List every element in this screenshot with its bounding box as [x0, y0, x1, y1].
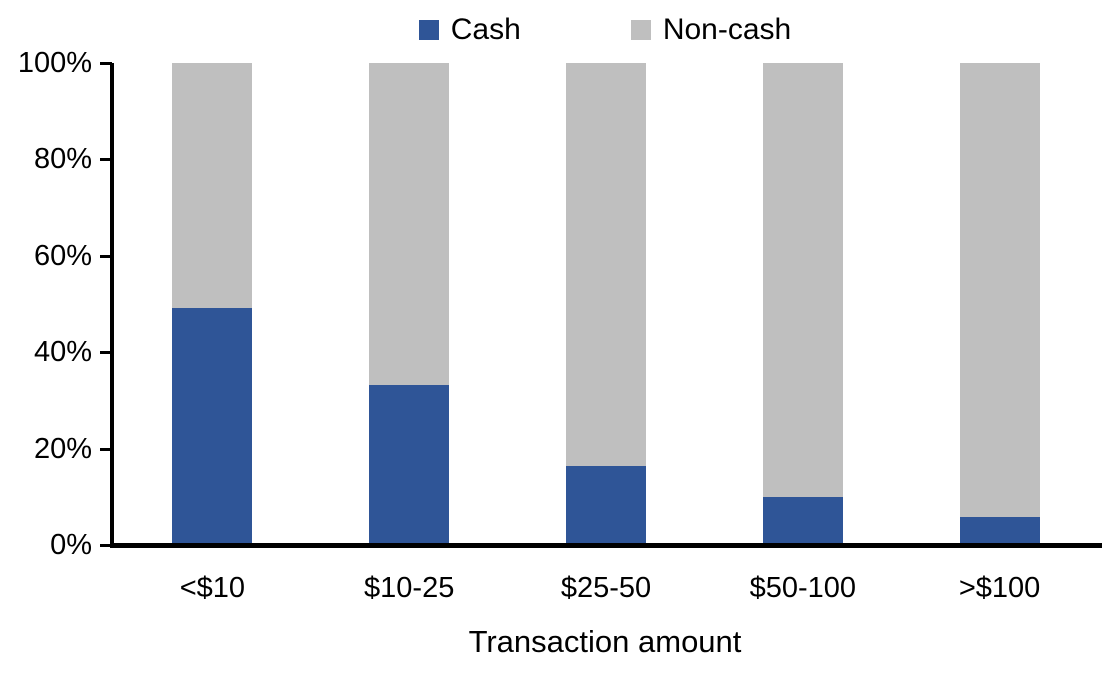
y-axis-tick-label: 80%	[33, 143, 92, 176]
y-axis-tick-mark	[100, 544, 112, 547]
bar-column-5	[901, 63, 1098, 543]
x-axis-line	[110, 543, 1102, 548]
bar-stack	[762, 63, 843, 543]
x-axis-category-label: $10-25	[364, 572, 455, 604]
y-axis-tick-label: 60%	[33, 239, 92, 272]
bar-stack	[565, 63, 646, 543]
bar-segment-cash	[369, 384, 450, 543]
x-axis-title: Transaction amount	[468, 624, 742, 659]
x-axis-category-label: >$100	[958, 572, 1041, 604]
y-axis-tick-mark	[100, 62, 112, 65]
bar-segment-non-cash	[172, 63, 253, 308]
bar-column-3	[508, 63, 705, 543]
bar-segment-cash	[762, 497, 843, 543]
y-axis-tick-mark	[100, 254, 112, 258]
bar-stack	[959, 63, 1040, 543]
bar-stack	[369, 63, 450, 543]
legend-item-cash: Cash	[418, 13, 521, 46]
bar-segment-cash	[172, 307, 253, 543]
bar-column-4	[704, 63, 901, 543]
y-axis-tick-mark	[100, 447, 112, 451]
legend-label-cash: Cash	[450, 13, 521, 46]
legend: Cash Non-cash	[112, 14, 1098, 46]
y-axis-tick-mark	[100, 351, 112, 355]
plot-area	[114, 63, 1098, 543]
cash-swatch-icon	[418, 20, 439, 40]
x-axis-category-label: $50-100	[749, 572, 856, 604]
non-cash-swatch-icon	[630, 20, 651, 40]
bar-segment-cash	[565, 466, 646, 543]
bar-segment-non-cash	[762, 63, 843, 498]
bar-segment-non-cash	[565, 63, 646, 467]
y-axis-line	[110, 63, 114, 548]
x-axis-category-label: <$10	[179, 572, 246, 604]
x-axis-labels: <$10 $10-25 $25-50 $50-100 >$100	[114, 572, 1098, 604]
y-axis-tick-label: 100%	[17, 47, 92, 79]
y-axis-tick-label: 20%	[33, 432, 92, 465]
bar-segment-non-cash	[959, 63, 1040, 517]
legend-item-non-cash: Non-cash	[630, 13, 792, 46]
bar-segment-non-cash	[369, 63, 450, 385]
y-axis-tick-mark	[100, 158, 112, 162]
y-axis-tick-label: 40%	[33, 336, 92, 369]
legend-label-non-cash: Non-cash	[662, 13, 792, 46]
bar-stack	[172, 63, 253, 543]
y-axis-labels: 0% 20% 40% 60% 80% 100%	[0, 0, 92, 673]
bar-column-2	[311, 63, 508, 543]
bar-column-1	[114, 63, 311, 543]
y-axis-tick-label: 0%	[50, 529, 92, 561]
x-axis-category-label: $25-50	[560, 572, 652, 604]
bar-segment-cash	[959, 516, 1040, 543]
